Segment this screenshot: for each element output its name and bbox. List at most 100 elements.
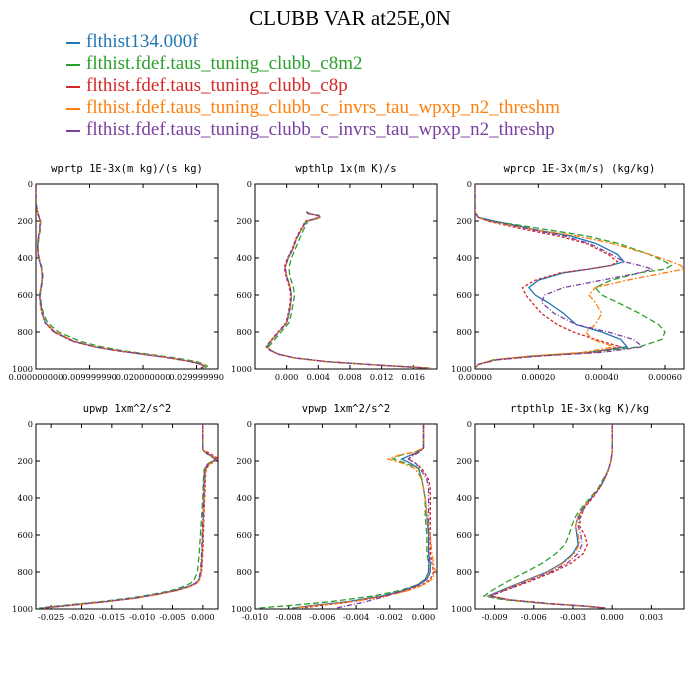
plot-frame: [35, 423, 219, 610]
y-tick-label: 0: [28, 179, 33, 189]
series-line: [36, 184, 209, 369]
figure-title: CLUBB VAR at25E,0N: [249, 6, 451, 30]
x-tick-label: 0.009999990: [62, 372, 117, 382]
y-tick-label: 400: [17, 253, 33, 263]
x-tick-label: 0.016: [402, 372, 425, 382]
legend-entry: flthist.fdef.taus_tuning_clubb_c_invrs_t…: [66, 119, 560, 141]
x-tick-label: 0.000: [600, 612, 623, 622]
y-tick-label: 0: [247, 179, 252, 189]
legend-entry: flthist.fdef.taus_tuning_clubb_c8p: [66, 75, 560, 97]
y-tick-label: 800: [236, 567, 252, 577]
legend-swatch: [66, 130, 80, 132]
plot-frame: [254, 423, 438, 610]
y-tick-label: 1000: [231, 604, 252, 614]
panel-title: rtpthlp 1E-3x(kg K)/kg: [510, 403, 649, 415]
x-tick-label: 0.004: [307, 372, 330, 382]
x-tick-label: -0.020: [68, 612, 94, 622]
series-line: [482, 424, 613, 609]
y-tick-label: 600: [236, 290, 252, 300]
legend-label: flthist.fdef.taus_tuning_clubb_c8p: [86, 75, 348, 96]
y-tick-label: 200: [17, 216, 33, 226]
series-line: [266, 211, 430, 369]
x-tick-label: -0.006: [309, 612, 335, 622]
x-tick-label: -0.009: [481, 612, 507, 622]
x-tick-label: -0.003: [560, 612, 586, 622]
x-tick-label: -0.015: [99, 612, 125, 622]
plot-frame: [474, 423, 685, 610]
y-tick-label: 600: [456, 530, 472, 540]
x-tick-label: 0.00060: [648, 372, 682, 382]
series-line: [36, 184, 206, 369]
legend-label: flthist134.000f: [86, 31, 199, 52]
series-line: [36, 184, 205, 369]
panel-title: wprcp 1E-3x(m/s) (kg/kg): [504, 163, 656, 175]
y-tick-label: 1000: [12, 364, 33, 374]
x-tick-label: -0.002: [377, 612, 403, 622]
x-tick-label: -0.005: [159, 612, 185, 622]
panel: upwp 1xm^2/s^2 0 200 400 600 800 1000 -0.025 -0.…: [12, 403, 219, 622]
x-tick-label: 0.000: [191, 612, 214, 622]
series-line: [475, 184, 655, 369]
series-line: [487, 424, 613, 609]
legend-label: flthist.fdef.taus_tuning_clubb_c_invrs_t…: [86, 97, 560, 118]
series-line: [293, 424, 436, 609]
y-tick-label: 400: [236, 493, 252, 503]
y-tick-label: 400: [17, 493, 33, 503]
legend-entry: flthist134.000f: [66, 31, 560, 53]
x-tick-label: 0.008: [338, 372, 361, 382]
y-tick-label: 400: [236, 253, 252, 263]
y-tick-label: 200: [17, 456, 33, 466]
y-tick-label: 1000: [231, 364, 252, 374]
y-tick-label: 800: [456, 327, 472, 337]
y-tick-label: 600: [456, 290, 472, 300]
x-tick-label: 0.000: [412, 612, 435, 622]
y-tick-label: 600: [236, 530, 252, 540]
series-line: [335, 424, 430, 609]
legend-swatch: [66, 64, 80, 66]
x-tick-label: 0.020000000: [116, 372, 171, 382]
y-tick-label: 200: [236, 456, 252, 466]
y-tick-label: 1000: [12, 604, 33, 614]
legend-entry: flthist.fdef.taus_tuning_clubb_c_invrs_t…: [66, 97, 560, 119]
series-line: [475, 184, 684, 369]
series-line: [258, 424, 430, 609]
x-tick-label: 0.000000000: [9, 372, 64, 382]
series-line: [266, 211, 429, 369]
x-tick-label: -0.006: [521, 612, 547, 622]
y-tick-label: 0: [467, 419, 472, 429]
x-tick-label: -0.010: [129, 612, 155, 622]
legend-swatch: [66, 108, 80, 110]
y-tick-label: 200: [456, 216, 472, 226]
series-line: [36, 184, 206, 369]
y-tick-label: 800: [17, 327, 33, 337]
y-tick-label: 1000: [451, 364, 472, 374]
series-line: [267, 211, 431, 369]
x-tick-label: -0.010: [242, 612, 268, 622]
series-line: [42, 424, 218, 609]
legend-entry: flthist.fdef.taus_tuning_clubb_c8m2: [66, 53, 560, 75]
panel-title: vpwp 1xm^2/s^2: [302, 403, 391, 415]
x-tick-label: 0.003: [640, 612, 663, 622]
series-line: [41, 424, 217, 609]
panel-title: upwp 1xm^2/s^2: [83, 403, 172, 415]
y-tick-label: 800: [236, 327, 252, 337]
panel-title: wprtp 1E-3x(m kg)/(s kg): [51, 163, 203, 175]
y-tick-label: 600: [17, 290, 33, 300]
series-line: [292, 424, 431, 609]
x-tick-label: -0.004: [343, 612, 369, 622]
x-tick-label: 0.012: [370, 372, 393, 382]
legend: flthist134.000f flthist.fdef.taus_tuning…: [66, 31, 560, 141]
y-tick-label: 600: [17, 530, 33, 540]
plot-frame: [474, 183, 685, 370]
y-tick-label: 0: [28, 419, 33, 429]
panel: wpthlp 1x(m K)/s 0 200 400 600 800 1000 0.000 0.…: [231, 163, 438, 382]
y-tick-label: 800: [17, 567, 33, 577]
legend-label: flthist.fdef.taus_tuning_clubb_c8m2: [86, 53, 363, 74]
series-line: [43, 424, 218, 609]
y-tick-label: 400: [456, 493, 472, 503]
series-line: [266, 211, 430, 369]
legend-swatch: [66, 86, 80, 88]
series-line: [36, 184, 208, 369]
series-line: [302, 424, 435, 609]
